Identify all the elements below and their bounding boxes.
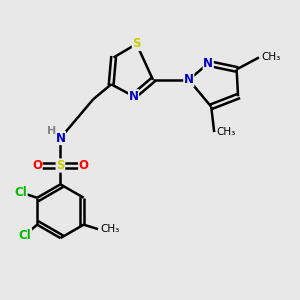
Text: S: S [132,38,141,50]
Text: Cl: Cl [19,229,31,242]
Text: CH₃: CH₃ [100,224,120,234]
Text: S: S [56,159,65,172]
Text: N: N [184,73,194,86]
Text: N: N [56,132,65,145]
Text: N: N [129,90,139,103]
Text: CH₃: CH₃ [217,127,236,137]
Text: O: O [79,159,89,172]
Text: N: N [203,57,213,70]
Text: Cl: Cl [14,186,27,199]
Text: CH₃: CH₃ [261,52,280,62]
Text: O: O [32,159,42,172]
Text: H: H [47,127,57,136]
